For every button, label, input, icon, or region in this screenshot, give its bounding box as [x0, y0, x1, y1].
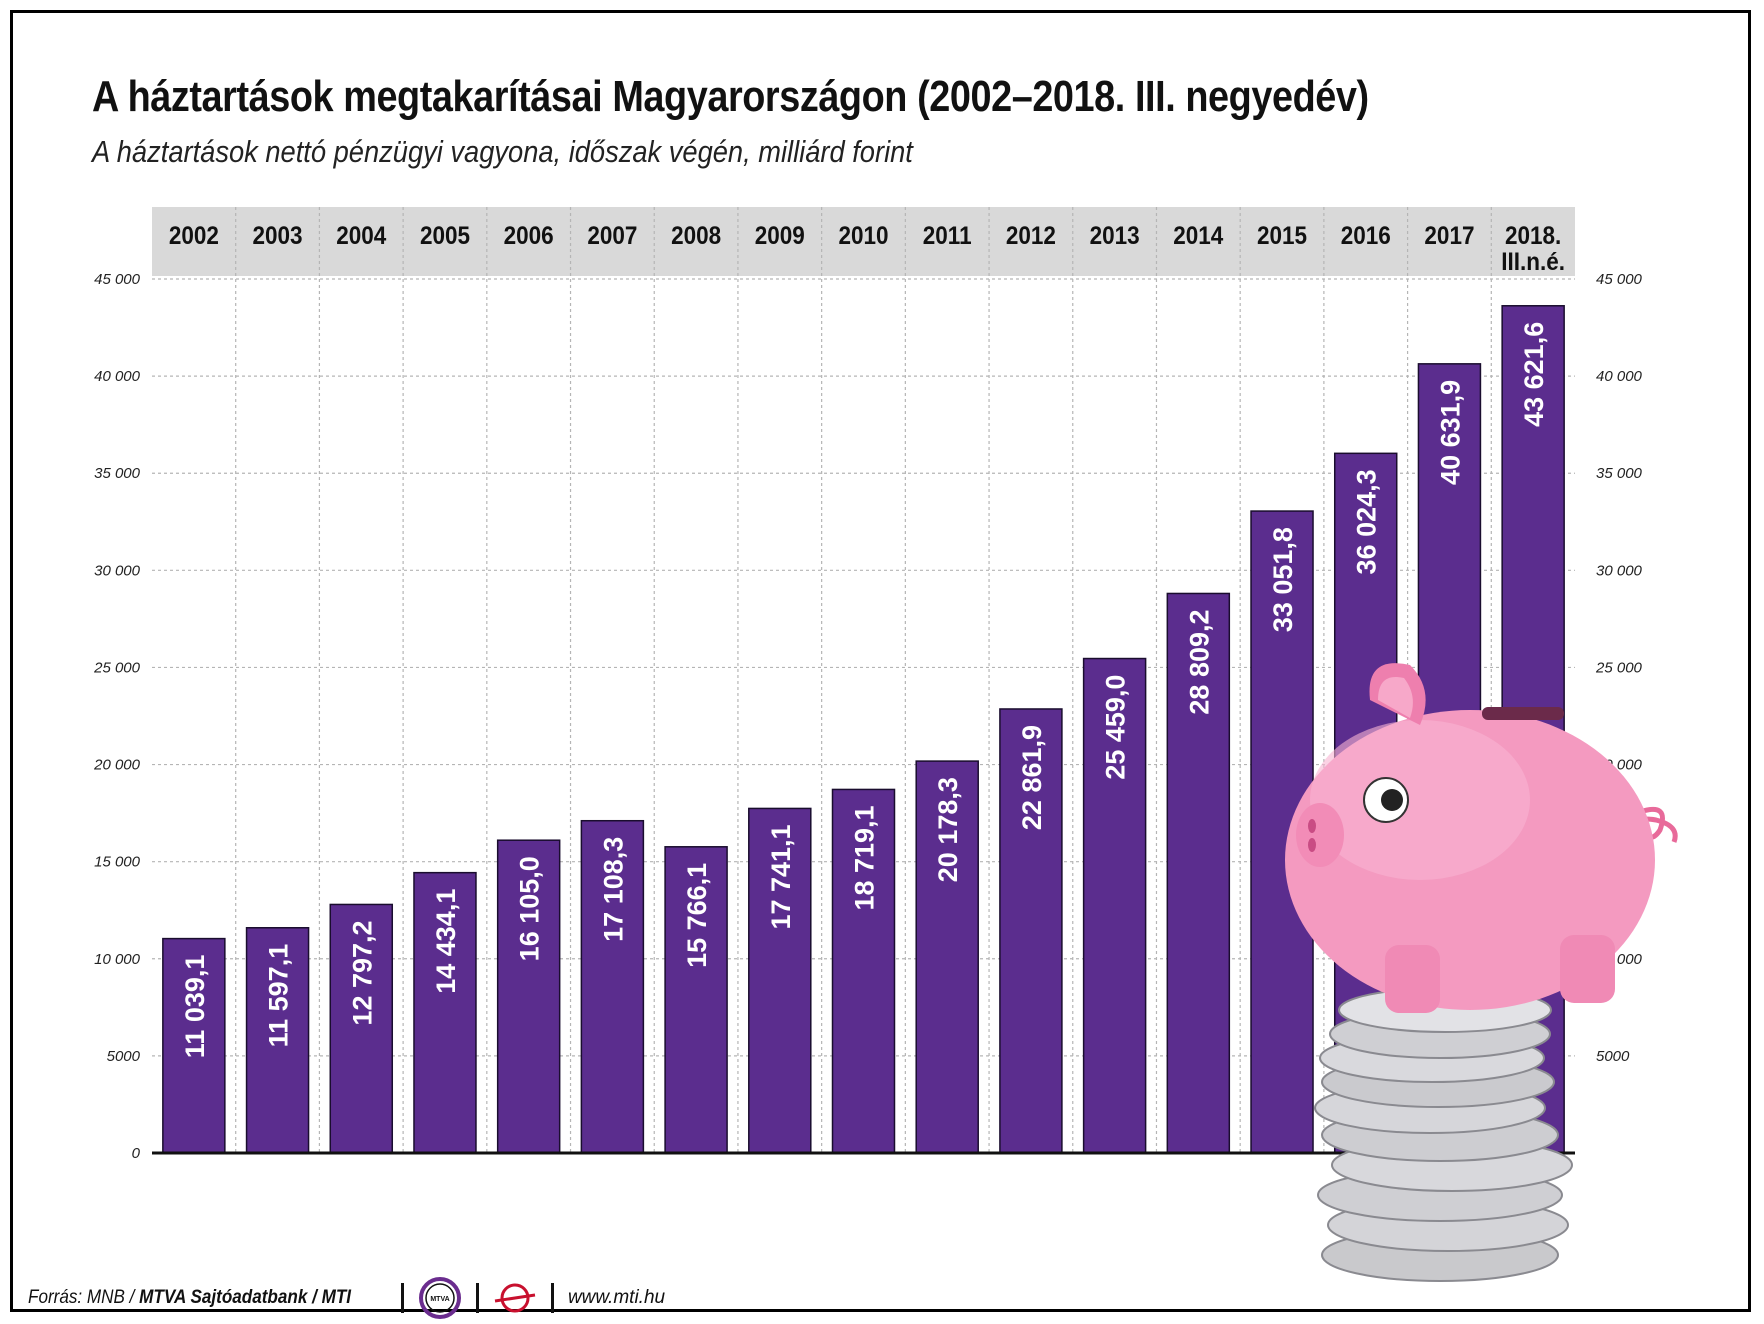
- year-label: 2015: [1257, 222, 1307, 250]
- y-tick-label-right: 5000: [1596, 1048, 1630, 1065]
- year-label: 2008: [671, 222, 721, 250]
- piggy-bank-illustration: [1285, 663, 1678, 1282]
- y-tick-label-right: 25 000: [1595, 659, 1643, 676]
- svg-text:MTVA: MTVA: [430, 1296, 449, 1303]
- bar: [580, 819, 645, 1154]
- year-label: 2014: [1173, 222, 1224, 250]
- year-label: 2007: [587, 222, 637, 250]
- y-tick-label-left: 30 000: [94, 562, 141, 579]
- year-label: III.n.é.: [1501, 248, 1565, 276]
- footer: Forrás: MNB / MTVA Sajtóadatbank / MTI M…: [28, 1277, 666, 1319]
- year-label: 2017: [1424, 222, 1474, 250]
- year-labels: 2002 2003 2004 2005 2006 2007 2008 2009 2010 2011…: [169, 222, 1565, 276]
- year-label: 2011: [923, 222, 972, 250]
- chart-frame: [10, 10, 1751, 1312]
- bar-value-label: 25 459,0: [1101, 675, 1131, 780]
- year-label: 2010: [838, 222, 888, 250]
- bar-value-label: 11 039,1: [180, 955, 210, 1059]
- y-tick-label-right: 40 000: [1596, 368, 1643, 385]
- bar: [162, 937, 226, 1154]
- bar-value-label: 36 024,3: [1352, 469, 1382, 574]
- footer-separator: [550, 1283, 554, 1313]
- y-tick-label-left: 0: [132, 1145, 141, 1162]
- chart-subtitle: A háztartások nettó pénzügyi vagyona, id…: [92, 134, 913, 169]
- mti-logo-icon: [494, 1283, 536, 1313]
- y-tick-label-left: 20 000: [93, 757, 141, 774]
- bar-value-label: 17 108,3: [598, 837, 628, 942]
- year-label: 2012: [1006, 222, 1056, 250]
- bar: [915, 760, 979, 1154]
- year-label: 2003: [253, 222, 303, 250]
- y-tick-label-left: 15 000: [94, 854, 141, 871]
- year-label: 2002: [169, 222, 219, 250]
- pig-icon: [1285, 663, 1678, 1013]
- bar-value-label: 11 597,1: [264, 944, 294, 1048]
- bar-value-label: 28 809,2: [1184, 609, 1214, 714]
- y-tick-label-left: 40 000: [94, 368, 141, 385]
- bar-value-label: 22 861,9: [1017, 725, 1047, 830]
- year-label: 2006: [504, 222, 554, 250]
- year-header-band: [152, 207, 1575, 276]
- bar-value-label: 40 631,9: [1435, 380, 1465, 485]
- bar: [748, 807, 812, 1154]
- y-tick-label-left: 5000: [107, 1048, 141, 1065]
- y-tick-label-left: 45 000: [94, 271, 141, 288]
- bar: [329, 903, 394, 1154]
- bar-value-label: 20 178,3: [933, 777, 963, 882]
- bar-value-label: 12 797,2: [347, 920, 377, 1025]
- mtva-logo-icon: MTVA: [418, 1277, 461, 1319]
- footer-separator: [400, 1283, 404, 1313]
- bar: [1082, 657, 1147, 1154]
- bar: [413, 871, 477, 1154]
- y-tick-label-left: 10 000: [94, 951, 141, 968]
- y-tick-label-left: 25 000: [93, 659, 141, 676]
- bar-value-label: 33 051,8: [1268, 527, 1298, 632]
- bar: [1166, 592, 1231, 1154]
- bar-value-label: 15 766,1: [682, 863, 712, 968]
- source-note: Forrás: MNB / MTVA Sajtóadatbank / MTI: [28, 1287, 352, 1308]
- year-label: 2016: [1341, 222, 1391, 250]
- coin-stack-icon: [1314, 987, 1573, 1282]
- y-tick-label-right: 35 000: [1596, 465, 1643, 482]
- y-tick-label-right: 30 000: [1596, 562, 1643, 579]
- y-tick-label-left: 35 000: [94, 465, 141, 482]
- year-label: 2013: [1090, 222, 1140, 250]
- bar-value-label: 43 621,6: [1519, 322, 1549, 427]
- bar: [245, 927, 310, 1154]
- year-label: 2004: [336, 222, 387, 250]
- year-label: 2018.: [1505, 222, 1561, 250]
- year-label: 2005: [420, 222, 470, 250]
- bar-value-label: 17 741,1: [766, 824, 796, 929]
- bar: [496, 839, 561, 1154]
- bar-value-label: 14 434,1: [431, 889, 461, 994]
- bar-value-label: 18 719,1: [850, 805, 880, 910]
- footer-separator: [475, 1283, 479, 1313]
- bar-value-label: 16 105,0: [515, 856, 545, 961]
- chart-title: A háztartások megtakarításai Magyarorszá…: [92, 72, 1369, 121]
- year-label: 2009: [755, 222, 805, 250]
- y-tick-label-right: 45 000: [1596, 271, 1643, 288]
- website-url: www.mti.hu: [567, 1287, 666, 1308]
- bar: [999, 708, 1063, 1154]
